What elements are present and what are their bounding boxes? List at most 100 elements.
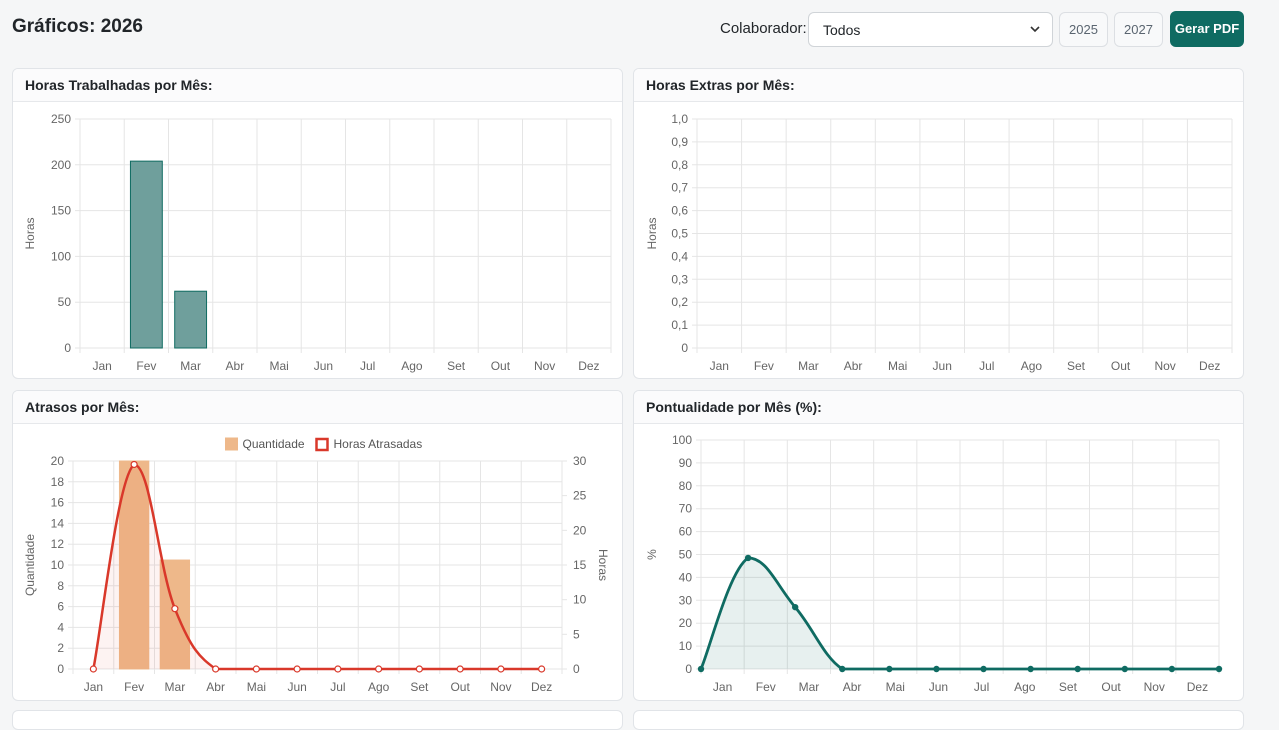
y-axis-label: Horas	[645, 217, 659, 249]
x-tick-label: Abr	[844, 359, 863, 373]
next-year-button[interactable]: 2027	[1114, 12, 1163, 47]
x-tick-label: Dez	[1187, 680, 1208, 694]
bar-horas	[129, 160, 163, 349]
x-tick-label: Mai	[247, 680, 266, 694]
y2-tick-label: 20	[573, 523, 587, 537]
x-tick-label: Jun	[287, 680, 306, 694]
point-pontualidade	[933, 665, 940, 673]
prev-year-button[interactable]: 2025	[1059, 12, 1108, 47]
point-pontualidade	[791, 603, 799, 611]
point-pontualidade	[839, 665, 846, 673]
y-tick-label: 50	[58, 295, 72, 309]
chart-horas-trabalhadas: 0 50 100 150 200 250 Jan Fev Mar Abr Mai Jun Jul Ago S…	[23, 112, 612, 373]
y-tick-label: 16	[51, 496, 65, 510]
collaborator-select[interactable]: Todos	[808, 12, 1053, 47]
y-tick-label: 100	[672, 433, 692, 447]
y-tick-label: 10	[679, 639, 693, 653]
x-tick-label: Set	[1067, 359, 1086, 373]
y-tick-label: 200	[51, 158, 71, 172]
point-horas-atrasadas	[293, 665, 301, 673]
point-pontualidade	[744, 554, 752, 562]
x-tick-label: Out	[491, 359, 511, 373]
point-pontualidade	[1027, 665, 1034, 673]
area-pontualidade	[701, 557, 1219, 669]
x-tick-label: Ago	[368, 680, 390, 694]
x-tick-label: Set	[447, 359, 466, 373]
y-tick-label: 0	[64, 341, 71, 355]
y-tick-label: 0,9	[671, 135, 688, 149]
point-horas-atrasadas	[334, 665, 342, 673]
card-horas-trabalhadas: Horas Trabalhadas por Mês: 0 50 100 150 200 2…	[12, 68, 623, 379]
card-title-atrasos: Atrasos por Mês:	[13, 391, 622, 424]
card-title-horas-extras: Horas Extras por Mês:	[634, 69, 1243, 102]
x-tick-label: Jan	[710, 359, 729, 373]
x-tick-label: Dez	[1199, 359, 1220, 373]
area-horas-atrasadas	[93, 464, 542, 669]
x-tick-label: Abr	[226, 359, 245, 373]
x-tick-label: Jul	[330, 680, 345, 694]
y-tick-label: 0,3	[671, 272, 688, 286]
y-axis-label: %	[645, 549, 659, 560]
card-title-pontualidade: Pontualidade por Mês (%):	[634, 391, 1243, 424]
y2-tick-label: 5	[573, 627, 580, 641]
y-tick-label: 20	[51, 454, 65, 468]
x-tick-label: Jun	[314, 359, 333, 373]
y-tick-label: 100	[51, 249, 71, 263]
x-tick-label: Jun	[929, 680, 948, 694]
card-title-horas-trabalhadas: Horas Trabalhadas por Mês:	[13, 69, 622, 102]
x-tick-label: Ago	[401, 359, 423, 373]
point-pontualidade	[980, 665, 987, 673]
point-pontualidade	[1168, 665, 1176, 673]
x-tick-label: Jun	[933, 359, 952, 373]
x-tick-label: Jan	[92, 359, 111, 373]
x-tick-label: Abr	[843, 680, 862, 694]
x-tick-label: Set	[410, 680, 429, 694]
y-tick-label: 6	[57, 600, 64, 614]
y-tick-label: 0	[681, 341, 688, 355]
card-pontualidade: Pontualidade por Mês (%): 0 10 20 30 40 50 60 7…	[633, 390, 1244, 701]
point-pontualidade	[1121, 665, 1129, 673]
legend-swatch-horas-atrasadas	[315, 437, 329, 452]
x-tick-label: Jul	[360, 359, 375, 373]
legend-label-horas-atrasadas: Horas Atrasadas	[334, 437, 423, 451]
page-title: Gráficos: 2026	[12, 16, 143, 37]
x-tick-label: Fev	[754, 359, 774, 373]
y-tick-label: 80	[679, 479, 693, 493]
x-tick-label: Out	[1111, 359, 1131, 373]
card-horas-extras: Horas Extras por Mês: 0 0,1 0,2 0,3 0,4 0,5 0,…	[633, 68, 1244, 379]
point-horas-atrasadas	[89, 665, 97, 673]
x-tick-label: Mai	[269, 359, 288, 373]
point-horas-atrasadas	[456, 665, 464, 673]
chevron-down-icon	[1030, 26, 1040, 33]
x-tick-label: Fev	[124, 680, 144, 694]
x-tick-label: Out	[1101, 680, 1121, 694]
y-tick-label: 12	[51, 537, 65, 551]
point-horas-atrasadas	[212, 665, 220, 673]
y2-axis-label: Horas	[596, 549, 610, 581]
point-pontualidade	[697, 665, 705, 673]
top-bar: Gráficos: 2026 Colaborador: Todos 2025 2…	[0, 0, 1279, 60]
collaborator-select-value: Todos	[823, 22, 861, 38]
y-tick-label: 14	[51, 516, 65, 530]
y-tick-label: 0,4	[671, 249, 688, 263]
generate-pdf-button[interactable]: Gerar PDF	[1170, 11, 1244, 47]
y-tick-label: 60	[679, 525, 693, 539]
y-tick-label: 0,1	[671, 318, 688, 332]
x-tick-label: Jan	[713, 680, 732, 694]
x-tick-label: Fev	[136, 359, 156, 373]
y-tick-label: 2	[57, 641, 64, 655]
y-tick-label: 0,5	[671, 227, 688, 241]
y-tick-label: 150	[51, 204, 71, 218]
x-tick-label: Nov	[1144, 680, 1165, 694]
card-next-row-right	[633, 710, 1244, 730]
x-tick-label: Jul	[979, 359, 994, 373]
chart-horas-extras: 0 0,1 0,2 0,3 0,4 0,5 0,6 0,7 0,8 0,9 1,0 Jan Fev Mar…	[645, 112, 1233, 373]
x-tick-label: Ago	[1021, 359, 1043, 373]
y-tick-label: 20	[679, 616, 693, 630]
y-tick-label: 90	[679, 456, 693, 470]
card-atrasos: Atrasos por Mês: 0 2 4 6 8 10 12 14 16 18 20 Jan Fev…	[12, 390, 623, 701]
y-tick-label: 4	[57, 620, 64, 634]
x-tick-label: Jan	[84, 680, 103, 694]
x-tick-label: Out	[450, 680, 470, 694]
point-horas-atrasadas	[415, 665, 423, 673]
